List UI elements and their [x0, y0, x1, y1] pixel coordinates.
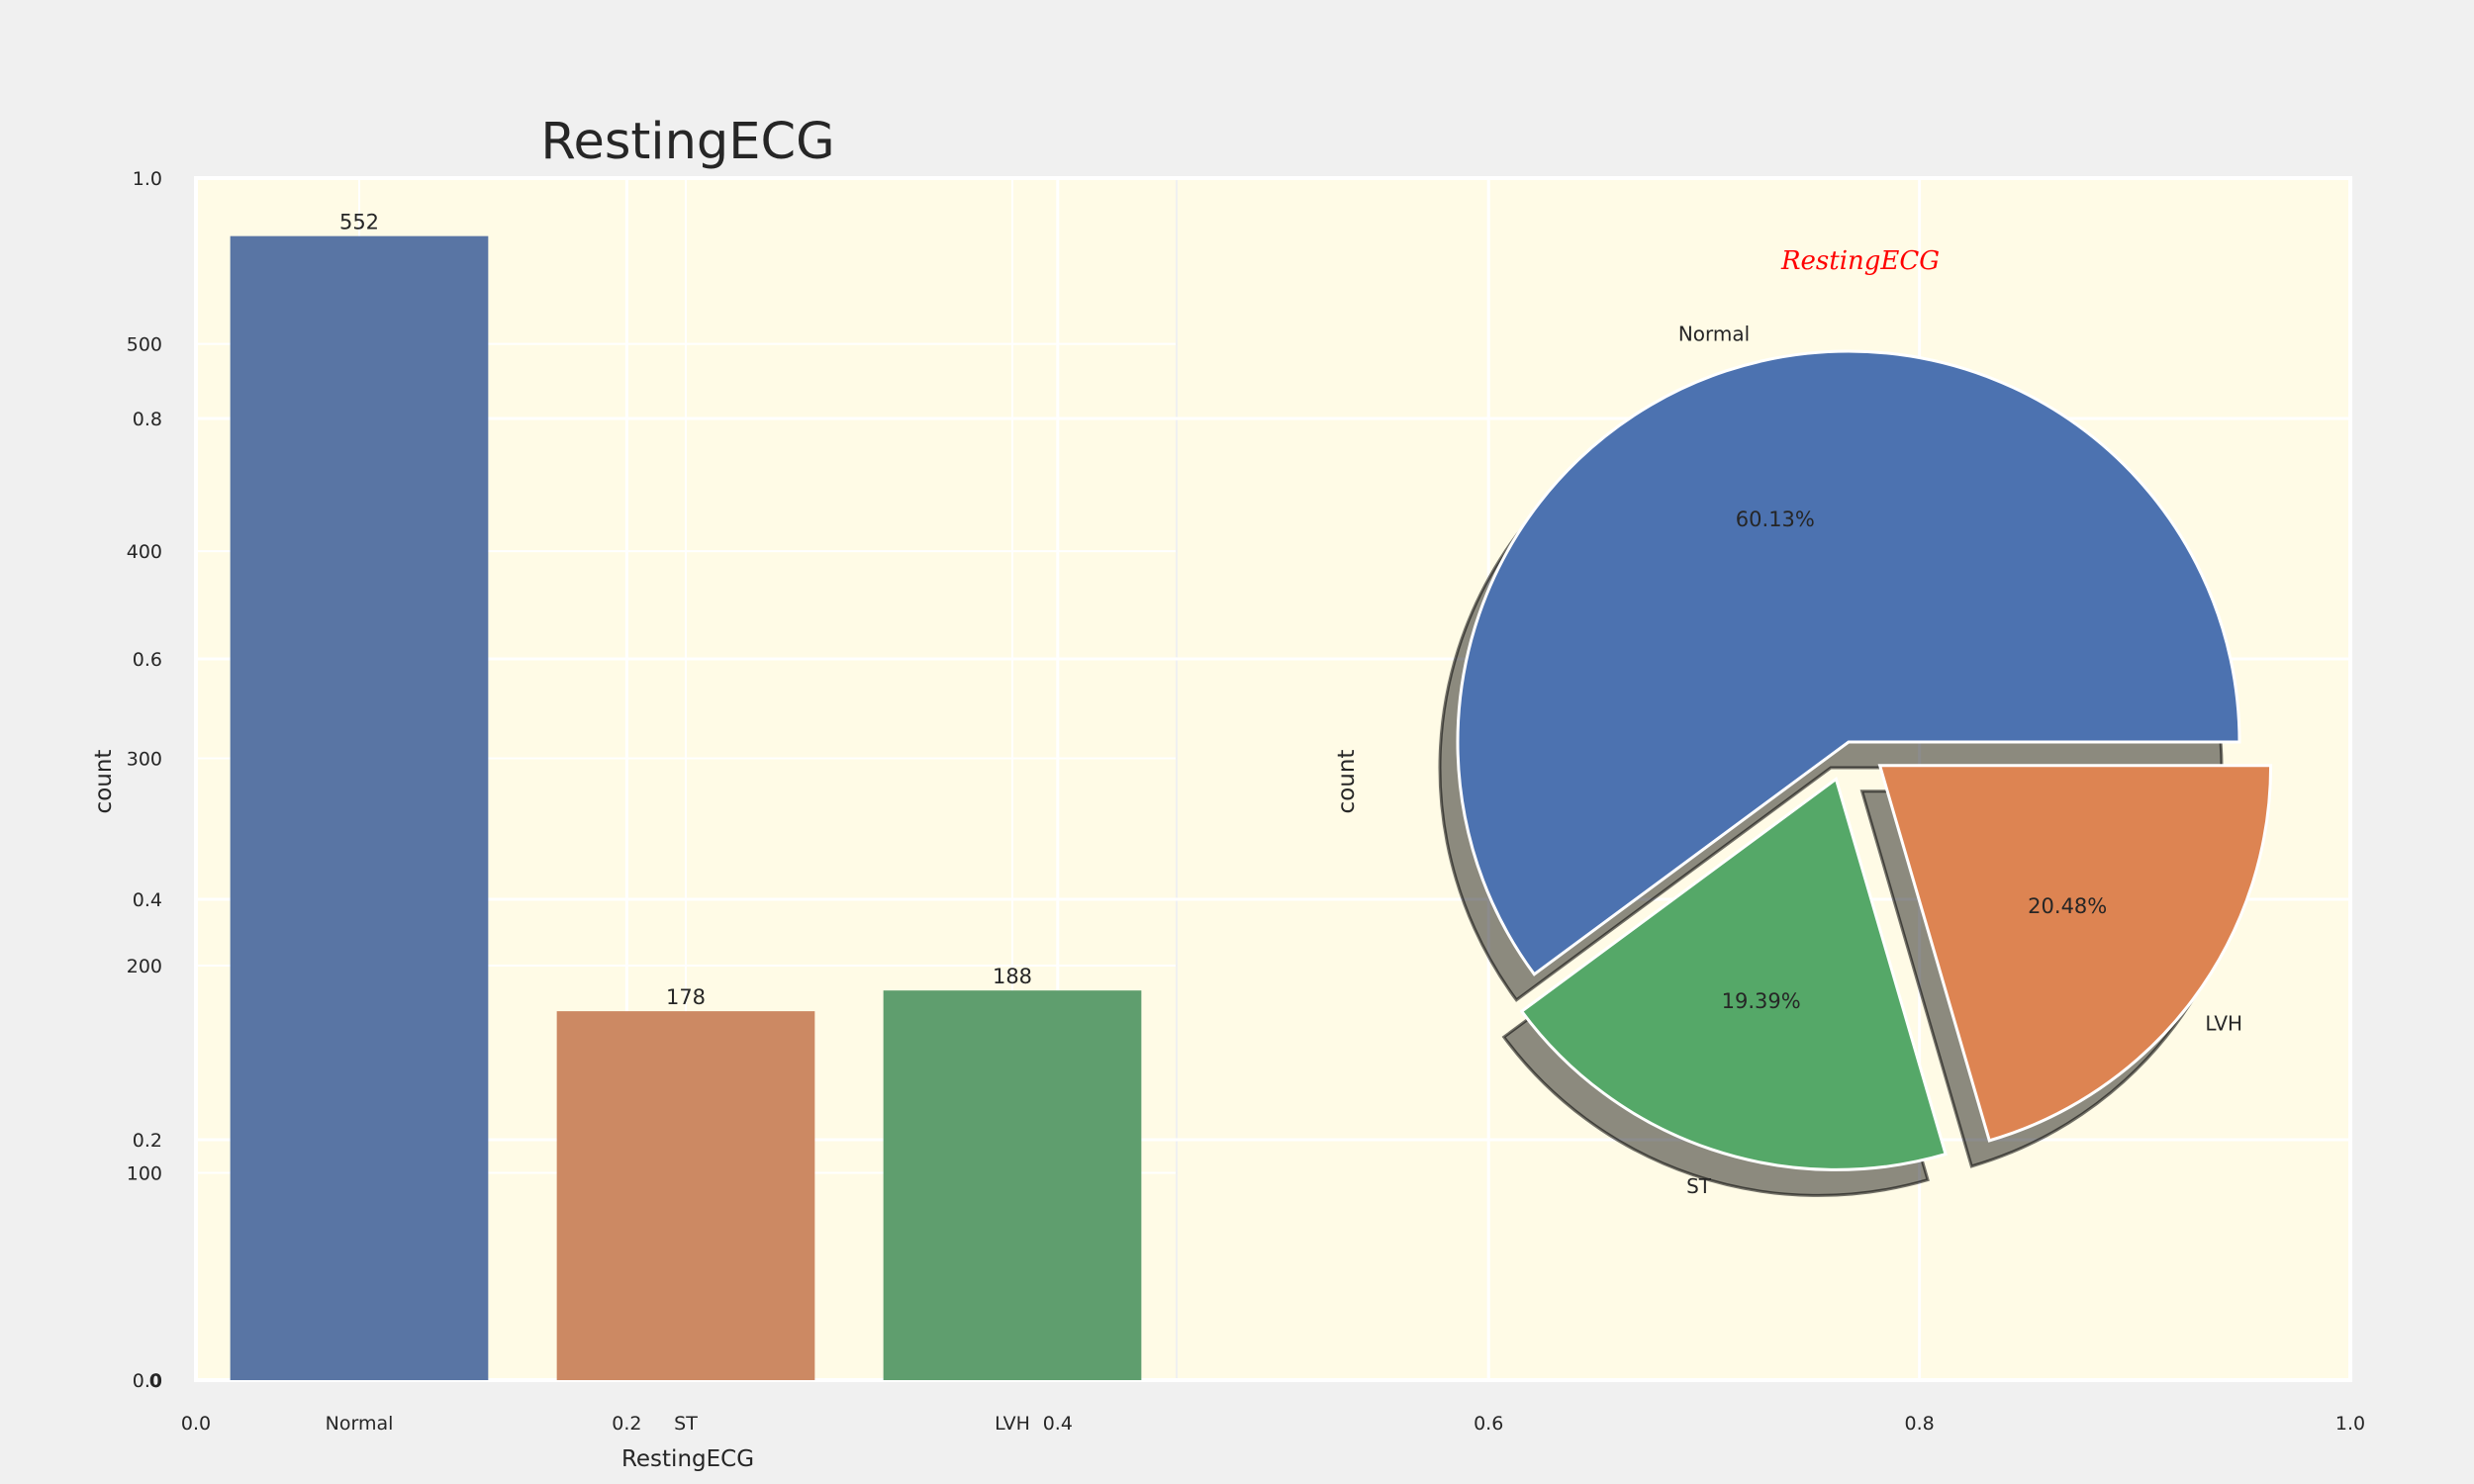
axes-frame	[194, 176, 2352, 1382]
pie-percent-label: 20.48%	[2028, 894, 2107, 918]
pie-slice-normal	[1456, 349, 2241, 976]
bar-lvh	[883, 990, 1142, 1380]
bar-y-tick-label: 100	[127, 1163, 162, 1185]
overlay-y-tick-label: 0.6	[133, 649, 162, 671]
pie-slice-label: LVH	[2205, 1011, 2242, 1035]
overlay-y-tick-label: 0.0	[133, 1370, 162, 1392]
bar-data-label: 552	[339, 211, 379, 234]
bar-x-axis-label: RestingECG	[621, 1446, 754, 1472]
bar-x-tick-label: ST	[674, 1413, 698, 1435]
pie-slice-label: ST	[1686, 1174, 1712, 1198]
bar-x-tick-label: Normal	[326, 1413, 394, 1435]
overlay-y-tick-label: 0.4	[133, 889, 162, 911]
pie-slice-label: Normal	[1678, 322, 1750, 345]
bar-y-tick-label: 400	[127, 541, 162, 563]
bar-y-tick-label: 0	[149, 1370, 162, 1392]
pie-percent-label: 19.39%	[1722, 989, 1801, 1013]
overlay-x-tick-label: 0.2	[612, 1413, 641, 1435]
bar-series	[230, 235, 1142, 1381]
overlay-x-ticks: 0.0 0.2 0.4 0.6 0.8 1.0	[181, 1413, 2365, 1435]
pie-slice-lvh	[1877, 764, 2273, 1143]
bar-x-tick-label: LVH	[995, 1413, 1030, 1435]
overlay-x-tick-label: 0.4	[1043, 1413, 1073, 1435]
overlay-x-tick-label: 0.8	[1904, 1413, 1934, 1435]
pie-percent-label: 60.13%	[1736, 508, 1815, 531]
pie-slices	[1456, 349, 2273, 1171]
overlay-x-tick-label: 0.6	[1474, 1413, 1503, 1435]
figure-title: RestingECG	[540, 113, 834, 171]
bar-y-ticks: 0 100 200 300 400 500	[127, 334, 162, 1392]
overlay-y-tick-label: 0.2	[133, 1130, 162, 1152]
overlay-x-tick-label: 1.0	[2335, 1413, 2365, 1435]
overlay-y-ticks: 0.0 0.2 0.4 0.6 0.8 1.0	[133, 168, 162, 1392]
bar-st	[556, 1011, 815, 1380]
pie-title: RestingECG	[1780, 246, 1940, 276]
bar-data-labels: 552 178 188	[339, 211, 1032, 1009]
overlay-y-tick-label: 1.0	[133, 168, 162, 190]
bar-y-tick-label: 200	[127, 956, 162, 977]
bar-normal	[230, 235, 489, 1381]
overlay-y-tick-label: 0.8	[133, 409, 162, 430]
bar-x-ticks: Normal ST LVH	[326, 1413, 1030, 1435]
pie-slice-st	[1519, 776, 1948, 1171]
bar-y-tick-label: 300	[127, 749, 162, 771]
bar-y-tick-label: 500	[127, 334, 162, 356]
bar-data-label: 188	[993, 965, 1032, 988]
overlay-x-tick-label: 0.0	[181, 1413, 211, 1435]
pie-texts: 60.13% Normal 19.39% ST 20.48% LVH	[1678, 322, 2242, 1198]
pie-y-axis-label: count	[1334, 750, 1360, 814]
bar-y-axis-label: count	[91, 750, 117, 814]
bar-data-label: 178	[666, 985, 706, 1009]
